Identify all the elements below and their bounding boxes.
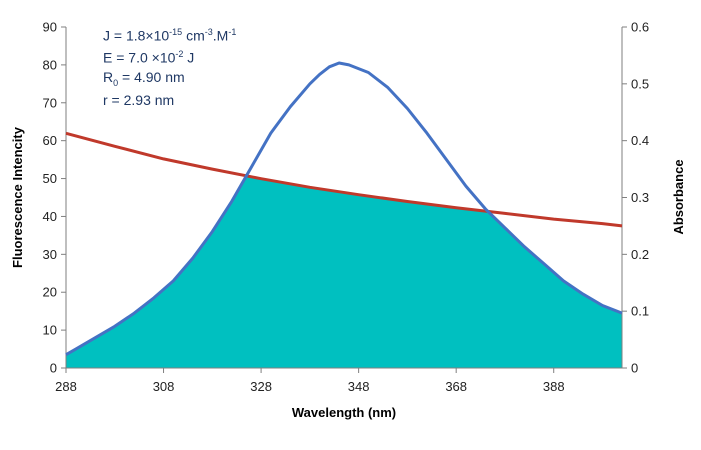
x-tick-label: 288	[55, 379, 77, 394]
absorbance-line	[65, 131, 623, 228]
y-tick-label: 40	[43, 209, 57, 224]
x-tick-label: 348	[348, 379, 370, 394]
y-axis-title: Fluorescence Intencity	[10, 126, 25, 268]
y2-tick-label: 0.2	[631, 247, 649, 262]
y-tick-label: 70	[43, 95, 57, 110]
annotation-r0: R0 = 4.90 nm	[103, 69, 185, 88]
overlap-area	[66, 175, 622, 368]
y-tick-label: 90	[43, 20, 57, 35]
x-tick-label: 308	[153, 379, 175, 394]
y-tick-label: 10	[43, 323, 57, 338]
y2-tick-label: 0.5	[631, 76, 649, 91]
y-tick-label: 30	[43, 247, 57, 262]
y-tick-label: 80	[43, 57, 57, 72]
annotation-j: J = 1.8×10-15 cm-3.M-1	[103, 27, 237, 44]
fluorescence-line	[65, 61, 623, 357]
y2-tick-label: 0.3	[631, 190, 649, 205]
annotation-r: r = 2.93 nm	[103, 92, 175, 108]
x-axis-title: Wavelength (nm)	[292, 405, 396, 420]
x-tick-label: 328	[250, 379, 272, 394]
x-tick-label: 388	[543, 379, 565, 394]
y2-tick-label: 0.6	[631, 20, 649, 35]
y2-tick-label: 0	[631, 361, 638, 376]
y2-tick-label: 0.4	[631, 133, 649, 148]
y2-tick-label: 0.1	[631, 304, 649, 319]
annotation-e: E = 7.0 ×10-2 J	[103, 49, 195, 66]
y-tick-label: 50	[43, 171, 57, 186]
y-tick-label: 0	[50, 361, 57, 376]
y2-axis-title: Absorbance	[671, 159, 686, 234]
y-tick-label: 20	[43, 285, 57, 300]
y-tick-label: 60	[43, 133, 57, 148]
x-tick-label: 368	[445, 379, 467, 394]
